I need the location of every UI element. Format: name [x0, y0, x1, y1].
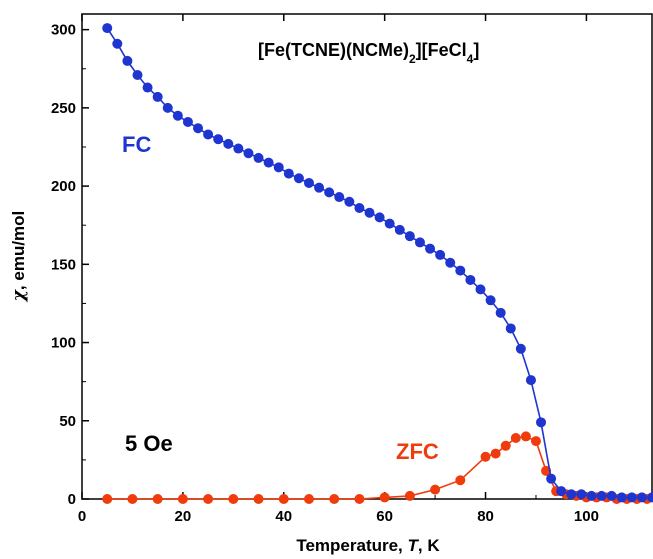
zfc-data-point	[480, 451, 491, 462]
zfc-data-point	[253, 494, 264, 504]
fc-data-point	[303, 177, 314, 188]
y-tick-label: 300	[51, 22, 76, 39]
fc-data-point	[455, 265, 466, 276]
fc-data-point	[324, 187, 335, 198]
fc-data-point	[445, 257, 456, 268]
zfc-label: ZFC	[396, 439, 439, 464]
x-tick-label: 20	[175, 508, 192, 525]
fc-data-point	[404, 231, 415, 242]
y-tick-label: 150	[51, 256, 76, 273]
fc-data-point	[273, 162, 284, 173]
fc-data-point	[425, 243, 436, 254]
zfc-data-point	[228, 494, 239, 504]
fc-data-point	[485, 295, 496, 306]
fc-data-point	[122, 55, 133, 66]
zfc-data-point	[303, 494, 314, 504]
fc-data-point	[576, 489, 587, 500]
fc-data-point	[536, 417, 547, 428]
fc-series-line	[106, 27, 652, 499]
fc-data-point	[263, 157, 274, 168]
fc-data-point	[223, 138, 234, 149]
fc-data-point	[414, 237, 425, 248]
zfc-data-point	[102, 494, 113, 504]
x-tick-label: 0	[78, 508, 86, 525]
zfc-data-point	[404, 490, 415, 501]
x-axis-label: Temperature, T, K	[296, 536, 440, 555]
fc-data-point	[182, 116, 193, 127]
fc-data-point	[203, 129, 214, 140]
zfc-data-point	[203, 494, 214, 504]
fc-data-point	[626, 492, 637, 503]
y-tick-label: 100	[51, 335, 76, 352]
fc-data-point	[515, 343, 526, 354]
zfc-data-point	[152, 494, 163, 504]
x-tick-label: 60	[376, 508, 393, 525]
fc-data-point	[596, 490, 607, 501]
fc-data-point	[435, 249, 446, 260]
fc-data-point	[354, 203, 365, 213]
fc-data-point	[525, 375, 536, 386]
fc-data-point	[616, 492, 627, 503]
fc-data-point	[374, 212, 385, 223]
y-tick-label: 50	[59, 413, 76, 430]
fc-data-point	[152, 91, 163, 102]
fc-data-point	[213, 134, 224, 145]
fc-data-point	[162, 102, 173, 113]
fc-data-point	[172, 110, 183, 121]
fc-data-point	[647, 492, 653, 503]
y-tick-label: 200	[51, 178, 76, 195]
fc-data-point	[112, 38, 123, 49]
zfc-data-point	[520, 431, 531, 442]
fc-data-point	[465, 274, 476, 285]
fc-data-point	[314, 182, 325, 193]
fc-data-point	[243, 148, 254, 159]
fc-data-point	[364, 207, 375, 218]
zfc-data-point	[490, 448, 501, 459]
fc-data-point	[253, 152, 264, 163]
zfc-data-point	[379, 492, 390, 503]
fc-data-point	[394, 224, 405, 235]
zfc-data-point	[510, 432, 521, 443]
fc-data-point	[293, 173, 304, 184]
zfc-data-point	[430, 484, 441, 495]
plot-frame	[81, 13, 653, 500]
zfc-data-point	[500, 440, 511, 451]
x-tick-label: 40	[275, 508, 292, 525]
fc-data-point	[283, 168, 294, 179]
zfc-data-point	[455, 475, 466, 486]
zfc-data-point	[354, 494, 365, 504]
fc-data-point	[606, 490, 617, 501]
fc-data-point	[132, 70, 143, 81]
fc-data-point	[505, 323, 516, 334]
zfc-data-point	[127, 494, 138, 504]
zfc-data-point	[177, 494, 188, 504]
zfc-data-point	[329, 494, 340, 504]
fc-data-point	[475, 284, 486, 295]
fc-data-point	[566, 489, 577, 500]
fc-data-point	[233, 143, 244, 154]
fc-data-point	[344, 196, 355, 207]
fc-data-point	[142, 82, 153, 93]
zfc-data-point	[530, 436, 541, 447]
fc-data-point	[384, 218, 395, 229]
x-tick-label: 100	[574, 508, 599, 525]
fc-label: FC	[122, 132, 151, 157]
y-axis-label: χ, emu/mol	[9, 211, 29, 303]
field-label: 5 Oe	[125, 431, 173, 456]
fc-data-point	[586, 490, 597, 501]
fc-data-point	[193, 123, 204, 134]
x-tick-label: 80	[477, 508, 494, 525]
y-tick-label: 250	[51, 100, 76, 117]
chart-title: [Fe(TCNE)(NCMe)2][FeCl4]	[258, 40, 479, 66]
zfc-data-point	[278, 494, 289, 504]
fc-data-point	[546, 473, 557, 484]
fc-data-point	[495, 307, 506, 318]
y-tick-label: 0	[68, 491, 76, 508]
fc-data-point	[556, 486, 567, 497]
fc-data-point	[636, 492, 647, 503]
fc-data-point	[334, 192, 345, 203]
fc-data-point	[102, 23, 113, 34]
